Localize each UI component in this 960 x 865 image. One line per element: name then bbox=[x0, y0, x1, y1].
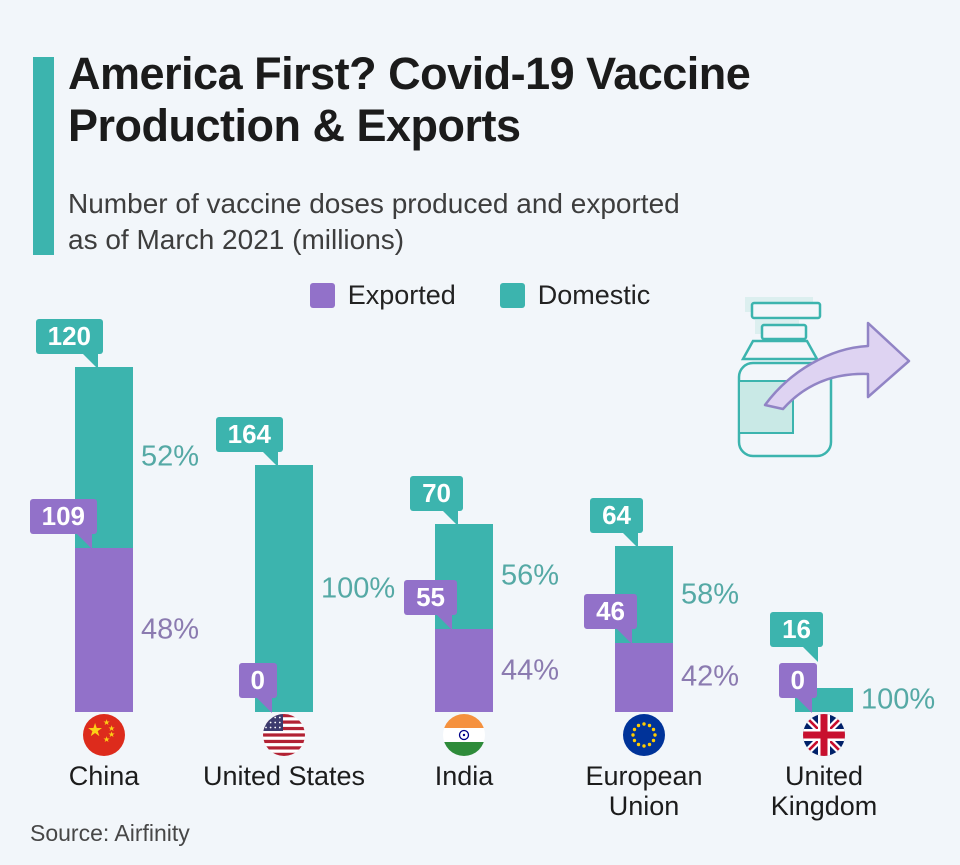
country-label-us: United States bbox=[189, 761, 379, 792]
country-label-uk: United Kingdom bbox=[729, 761, 919, 821]
country-label-line: Union bbox=[608, 790, 680, 821]
exported-value-badge-eu: 46 bbox=[584, 593, 637, 644]
exported-value-badge-india: 55 bbox=[404, 580, 457, 631]
us-flag-icon bbox=[263, 714, 305, 756]
exported-percent-eu: 42% bbox=[681, 660, 740, 693]
badge-tail bbox=[797, 698, 812, 713]
page-title: America First? Covid-19 Vaccine Productio… bbox=[68, 48, 751, 152]
legend: Exported Domestic bbox=[0, 280, 960, 311]
title-accent-bar bbox=[33, 57, 54, 255]
domestic-swatch-icon bbox=[499, 283, 525, 308]
exported-value-badge-china: 109 bbox=[29, 498, 97, 549]
legend-item-domestic: Domestic bbox=[499, 280, 651, 311]
domestic-value-badge-us: 164 bbox=[215, 417, 283, 468]
title-line-2: Production & Exports bbox=[68, 100, 521, 152]
legend-label-domestic: Domestic bbox=[537, 280, 651, 310]
exported-value-badge-us: 0 bbox=[238, 663, 277, 713]
eu-flag-icon bbox=[623, 714, 665, 756]
domestic-value-badge-uk: 16 bbox=[770, 612, 823, 662]
bar-exported-china bbox=[75, 547, 133, 712]
svg-text:★: ★ bbox=[103, 735, 110, 744]
uk-flag-icon bbox=[803, 714, 845, 756]
badge-tail bbox=[263, 452, 278, 468]
country-label-line: United bbox=[784, 761, 864, 791]
country-label-line: China bbox=[68, 761, 140, 791]
india-flag-icon bbox=[443, 714, 485, 756]
badge-tail bbox=[803, 647, 818, 662]
subtitle-line-2: as of March 2021 (millions) bbox=[68, 224, 405, 256]
bar-exported-eu bbox=[615, 642, 673, 712]
country-label-line: European bbox=[585, 761, 703, 791]
domestic-value-badge-eu: 64 bbox=[590, 498, 643, 549]
country-label-line: India bbox=[434, 761, 494, 791]
badge-tail bbox=[443, 510, 458, 526]
svg-text:★: ★ bbox=[103, 718, 110, 727]
badge-tail bbox=[257, 698, 272, 713]
source-text: Source: Airfinity bbox=[30, 820, 190, 846]
svg-text:★: ★ bbox=[108, 724, 115, 733]
domestic-value-badge-china: 120 bbox=[35, 319, 103, 370]
domestic-percent-india: 56% bbox=[501, 559, 560, 592]
legend-label-exported: Exported bbox=[347, 280, 456, 310]
svg-text:★: ★ bbox=[87, 720, 103, 740]
badge-tail bbox=[617, 628, 632, 644]
country-label-china: China bbox=[9, 761, 199, 792]
domestic-percent-eu: 58% bbox=[681, 578, 740, 611]
country-label-eu: European Union bbox=[549, 761, 739, 821]
bar-exported-india bbox=[435, 629, 493, 712]
badge-tail bbox=[623, 533, 638, 549]
country-label-line: Kingdom bbox=[770, 790, 878, 821]
china-flag-icon: ★ ★ ★ ★ ★ bbox=[83, 714, 125, 756]
title-line-1: America First? Covid-19 Vaccine bbox=[68, 48, 751, 99]
subtitle: Number of vaccine doses produced and exp… bbox=[68, 186, 680, 259]
domestic-percent-uk: 100% bbox=[861, 683, 936, 716]
badge-tail bbox=[77, 533, 92, 549]
domestic-percent-china: 52% bbox=[141, 440, 200, 473]
exported-swatch-icon bbox=[309, 283, 335, 308]
exported-percent-china: 48% bbox=[141, 613, 200, 646]
country-label-india: India bbox=[369, 761, 559, 792]
subtitle-line-1: Number of vaccine doses produced and exp… bbox=[68, 188, 680, 219]
domestic-value-badge-india: 70 bbox=[410, 475, 463, 526]
country-label-line: United States bbox=[202, 761, 366, 791]
domestic-percent-us: 100% bbox=[321, 572, 396, 604]
badge-tail bbox=[437, 615, 452, 631]
exported-value-badge-uk: 0 bbox=[778, 663, 817, 713]
vaccine-vial-export-icon bbox=[695, 283, 930, 483]
svg-text:★: ★ bbox=[108, 730, 115, 739]
legend-item-exported: Exported bbox=[309, 280, 456, 311]
exported-percent-india: 44% bbox=[501, 654, 560, 687]
badge-tail bbox=[83, 354, 98, 370]
